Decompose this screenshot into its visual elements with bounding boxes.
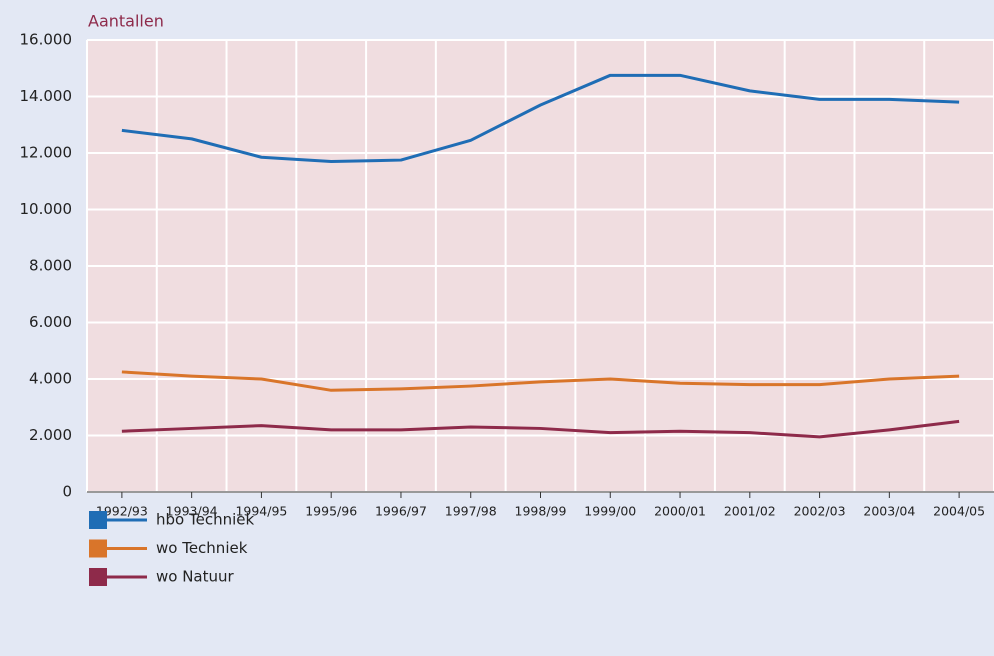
x-tick-label: 2001/02 — [724, 504, 776, 519]
y-tick-label: 12.000 — [20, 144, 73, 162]
x-tick-label: 1994/95 — [235, 504, 287, 519]
legend-label: wo Techniek — [156, 539, 248, 557]
legend-swatch — [89, 568, 107, 586]
y-tick-label: 14.000 — [20, 87, 73, 105]
x-tick-label: 1999/00 — [584, 504, 636, 519]
series-line — [121, 73, 960, 163]
y-tick-label: 0 — [62, 483, 72, 501]
series-line — [121, 370, 960, 392]
y-tick-label: 16.000 — [20, 31, 73, 49]
y-tick-label: 4.000 — [29, 370, 72, 388]
x-tick-label: 1995/96 — [305, 504, 357, 519]
x-tick-label: 1997/98 — [445, 504, 497, 519]
y-tick-label: 2.000 — [29, 426, 72, 444]
y-tick-label: 10.000 — [20, 200, 73, 218]
legend-swatch — [89, 539, 107, 558]
series-line — [121, 419, 960, 439]
x-tick-label: 2004/05 — [933, 504, 985, 519]
legend-swatch — [89, 511, 107, 529]
x-tick-label: 2000/01 — [654, 504, 706, 519]
x-tick-label: 1993/94 — [166, 504, 218, 519]
y-tick-label: 6.000 — [29, 313, 72, 331]
x-tick-label: 2002/03 — [794, 504, 846, 519]
x-tick-label: 2003/04 — [863, 504, 915, 519]
x-tick-label: 1996/97 — [375, 504, 427, 519]
chart-title: Aantallen — [88, 12, 164, 31]
x-tick-label: 1998/99 — [515, 504, 567, 519]
legend-label: wo Natuur — [156, 568, 235, 586]
x-tick-label: 1992/93 — [96, 504, 148, 519]
y-tick-label: 8.000 — [29, 257, 72, 275]
legend-label: hbo Techniek — [156, 511, 254, 529]
